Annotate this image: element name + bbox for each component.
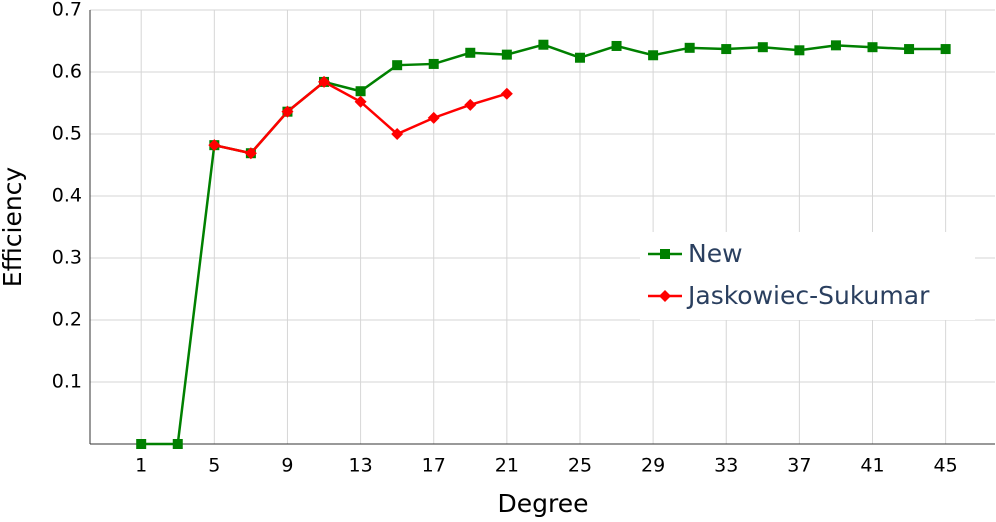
legend-label: New xyxy=(688,239,743,268)
marker xyxy=(500,87,513,100)
x-tick-label: 29 xyxy=(641,455,665,477)
x-axis-label: Degree xyxy=(498,489,589,518)
marker xyxy=(172,439,183,449)
marker xyxy=(684,42,695,53)
marker xyxy=(830,40,841,51)
x-tick-label: 17 xyxy=(422,455,446,477)
x-tick-label: 1 xyxy=(135,455,147,477)
legend-marker xyxy=(659,290,671,302)
marker xyxy=(281,105,294,118)
marker xyxy=(757,42,768,53)
y-axis-label: Efficiency xyxy=(0,167,27,288)
x-tick-label: 9 xyxy=(281,455,293,477)
x-tick-label: 13 xyxy=(348,455,372,477)
x-tick-label: 41 xyxy=(860,455,884,477)
marker xyxy=(318,75,331,88)
x-tick-label: 5 xyxy=(208,455,220,477)
y-tick-label: 0.4 xyxy=(52,185,82,207)
x-tick-label: 25 xyxy=(568,455,592,477)
x-tick-label: 37 xyxy=(787,455,811,477)
legend: New Jaskowiec-Sukumar xyxy=(640,232,975,320)
marker xyxy=(501,49,512,60)
marker xyxy=(355,86,366,97)
marker xyxy=(464,98,477,111)
legend-label: Jaskowiec-Sukumar xyxy=(686,281,930,310)
marker xyxy=(721,44,732,55)
y-tick-label: 0.6 xyxy=(52,61,82,83)
marker xyxy=(391,128,404,140)
marker xyxy=(940,44,951,55)
marker xyxy=(136,439,147,449)
marker xyxy=(648,50,659,61)
y-tick-label: 0.2 xyxy=(52,309,82,331)
marker xyxy=(427,111,440,124)
marker xyxy=(465,47,476,58)
y-tick-label: 0.1 xyxy=(52,371,82,393)
marker xyxy=(538,39,549,50)
marker xyxy=(574,52,585,63)
marker xyxy=(392,60,403,71)
y-tick-label: 0.3 xyxy=(52,247,82,269)
marker xyxy=(904,44,915,55)
marker xyxy=(611,40,622,51)
legend-box xyxy=(640,232,975,320)
marker xyxy=(867,42,878,53)
y-tick-label: 0.5 xyxy=(52,123,82,145)
marker xyxy=(244,147,257,160)
y-tick-label: 0.7 xyxy=(52,0,82,21)
marker xyxy=(208,139,221,152)
marker xyxy=(428,58,439,69)
marker xyxy=(794,45,805,56)
legend-marker xyxy=(660,249,670,259)
marker xyxy=(354,95,367,108)
x-tick-label: 21 xyxy=(495,455,519,477)
x-tick-label: 33 xyxy=(714,455,738,477)
x-tick-label: 45 xyxy=(934,455,958,477)
